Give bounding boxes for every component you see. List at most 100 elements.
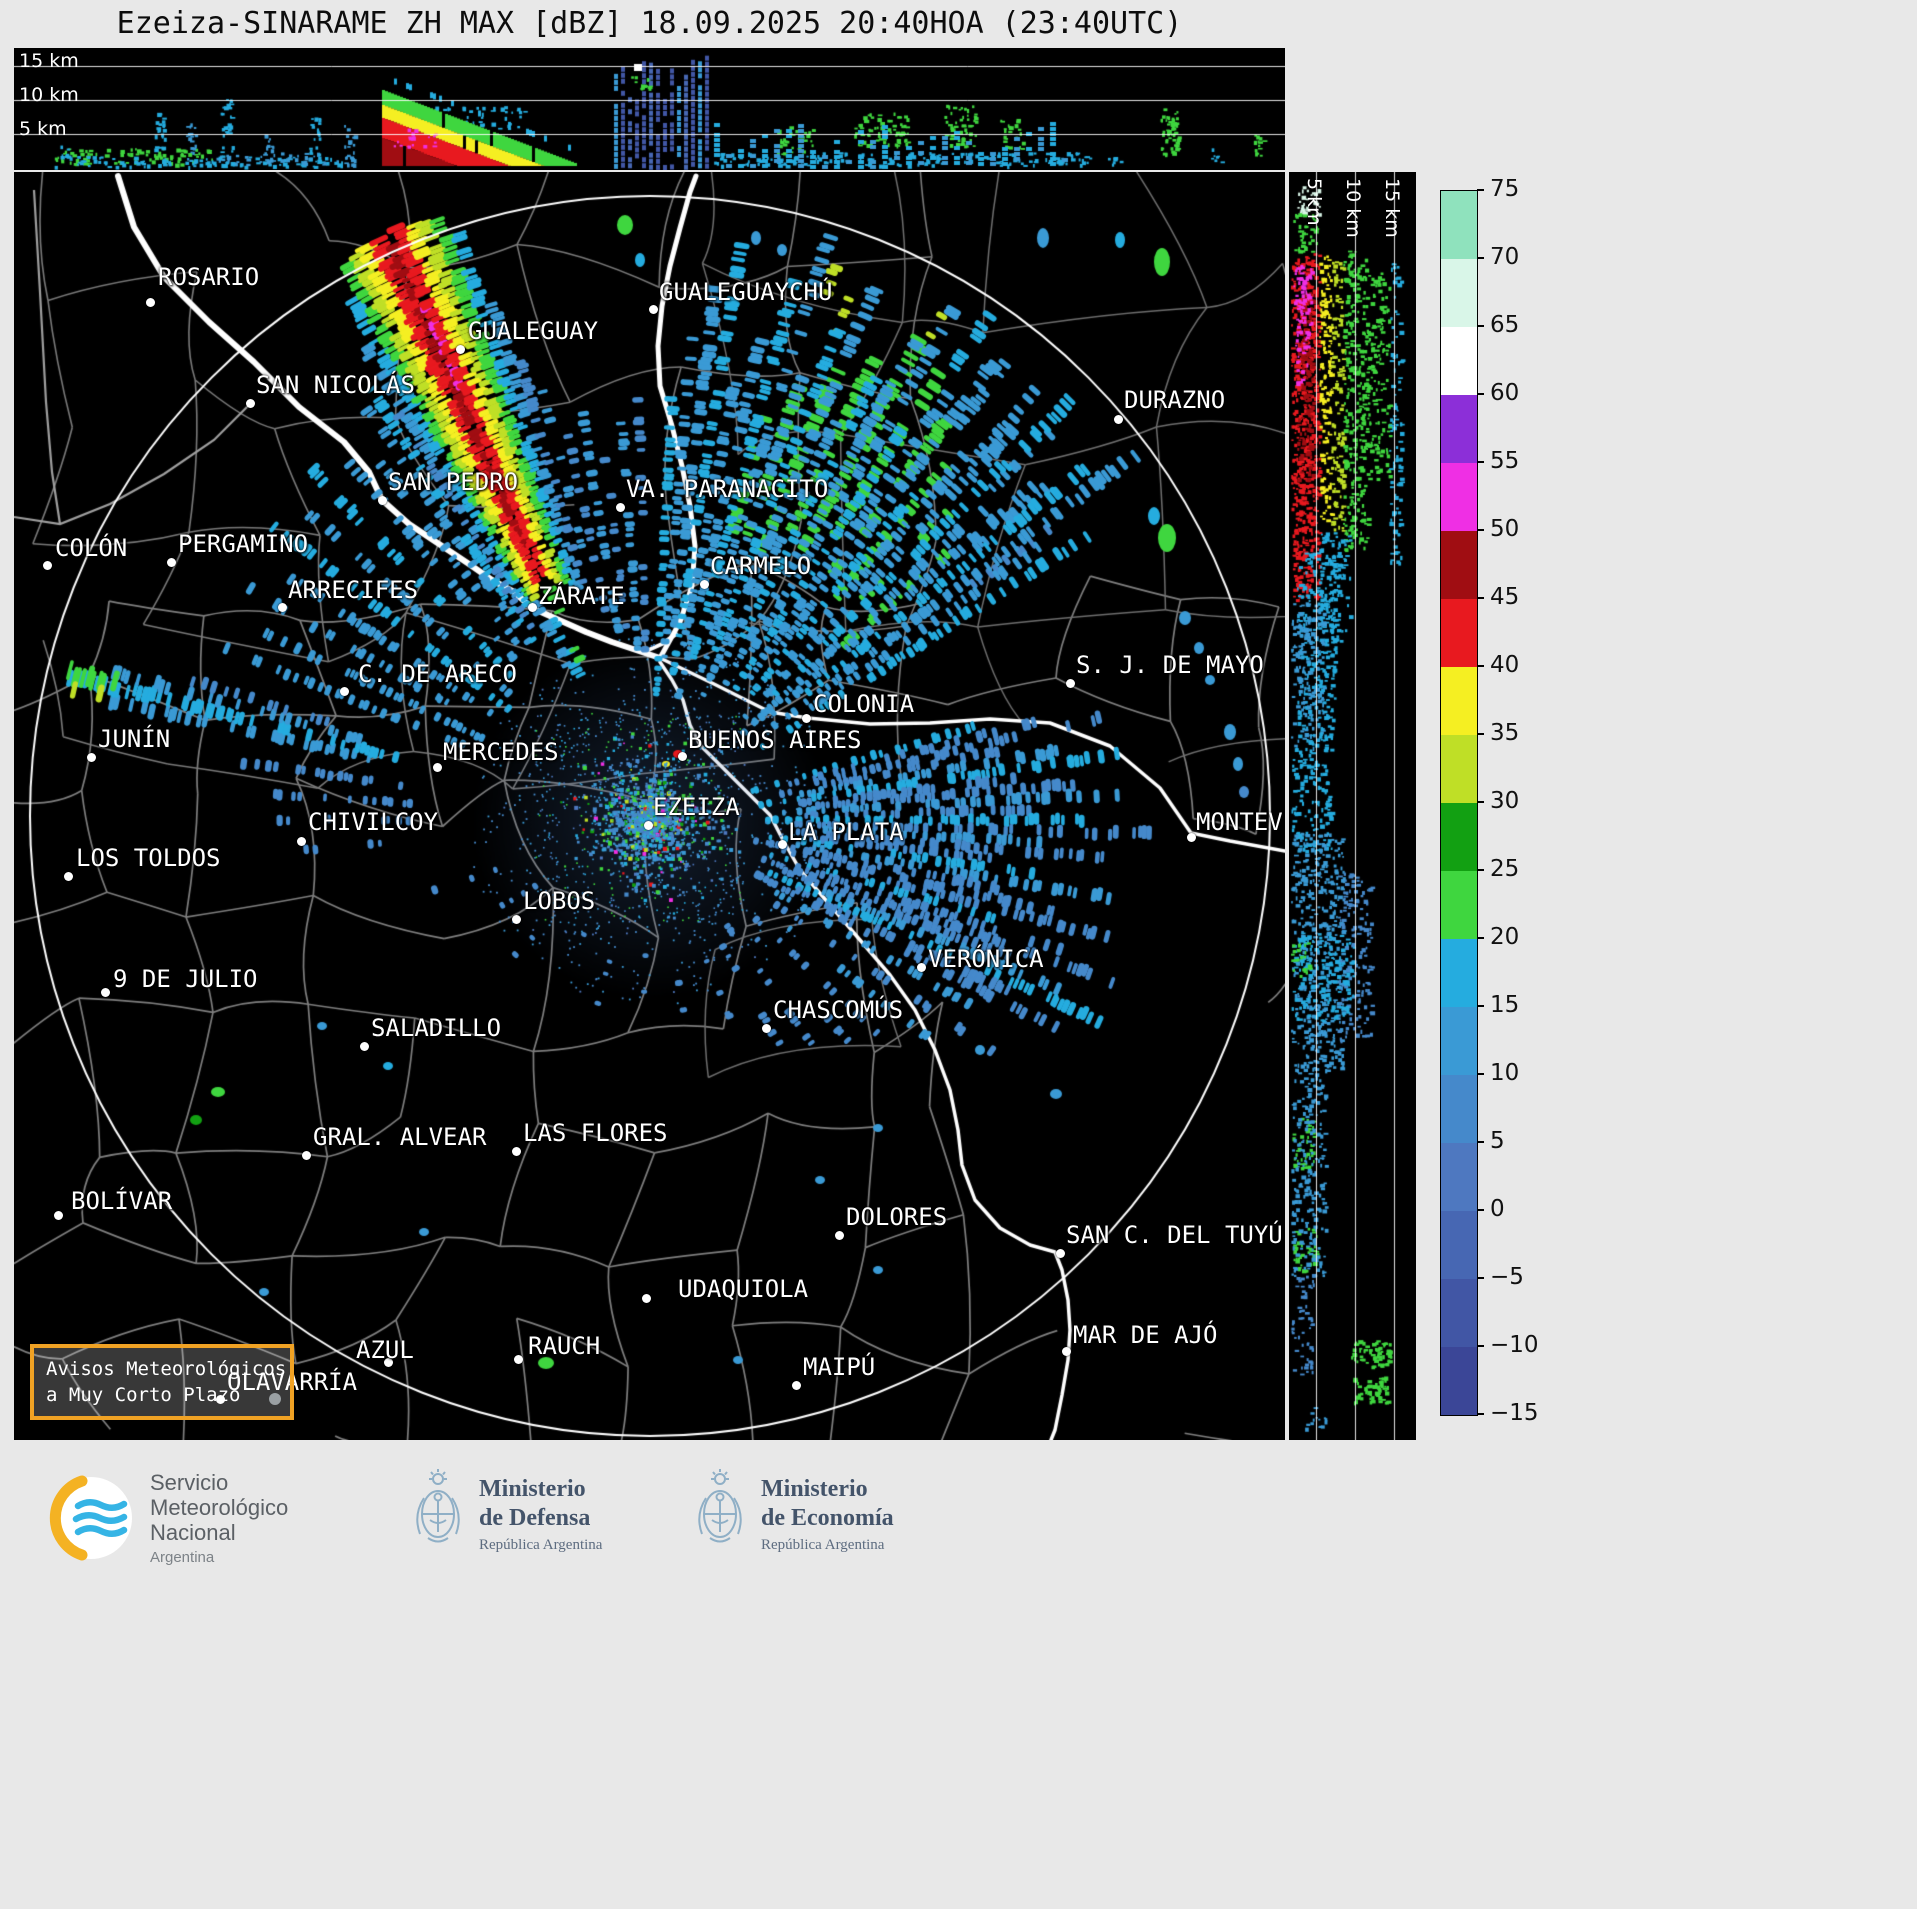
city-marker [360,1042,369,1051]
city-marker [642,1294,651,1303]
smn-logo-icon [49,1475,132,1561]
city-label: MONTEVIDEO [1196,808,1285,836]
city-marker [1114,415,1123,424]
city-marker [54,1211,63,1220]
defensa-brand: Ministerio de Defensa República Argentin… [413,1468,602,1560]
city-marker [700,580,709,589]
city-marker [644,821,653,830]
defensa-coat-of-arms-icon [416,1469,460,1543]
colorbar-tick-mark [1477,325,1484,327]
colorbar-segment [1441,938,1477,1007]
city-marker [146,298,155,307]
city-marker [1056,1249,1065,1258]
colorbar-tick-label: 35 [1490,720,1520,746]
colorbar-tick-label: 10 [1490,1060,1520,1086]
colorbar-tick-mark [1477,733,1484,735]
city-label: MERCEDES [443,738,559,766]
colorbar-segment [1441,870,1477,939]
city-label: PERGAMINO [178,530,309,558]
alert-box[interactable]: Avisos Meteorológicos a Muy Corto Plazo [30,1344,294,1420]
colorbar-segment [1441,530,1477,599]
city-marker [87,753,96,762]
colorbar-tick-label: 20 [1490,924,1520,950]
colorbar-tick-mark [1477,461,1484,463]
colorbar-segment [1441,326,1477,395]
city-label: GRAL. ALVEAR [313,1123,487,1151]
city-marker [514,1355,523,1364]
city-label: DOLORES [846,1203,948,1231]
defensa-name-line1: Ministerio [479,1475,586,1502]
colorbar-tick-label: −15 [1490,1400,1539,1426]
colorbar-tick-label: 40 [1490,652,1520,678]
city-label: ROSARIO [158,263,260,291]
colorbar-tick-mark [1477,1005,1484,1007]
top-profile-10km-label: 10 km [19,84,79,106]
colorbar [1440,190,1478,1416]
colorbar-segment [1441,258,1477,327]
economia-brand: Ministerio de Economía República Argenti… [695,1468,894,1560]
city-marker [216,1395,225,1404]
colorbar-tick-label: 75 [1490,176,1520,202]
city-marker [246,399,255,408]
colorbar-tick-mark [1477,1209,1484,1211]
city-marker [512,915,521,924]
city-marker [802,714,811,723]
colorbar-segment [1441,394,1477,463]
colorbar-tick-label: 0 [1490,1196,1505,1222]
city-marker [378,496,387,505]
colorbar-segment [1441,598,1477,667]
colorbar-tick-label: −10 [1490,1332,1539,1358]
city-marker [792,1381,801,1390]
city-marker [456,345,465,354]
colorbar-tick-mark [1477,1413,1484,1415]
city-label: JUNÍN [98,725,171,753]
city-label: COLÓN [55,534,128,562]
colorbar-tick-mark [1477,393,1484,395]
smn-country: Argentina [150,1549,215,1566]
alert-line1: Avisos Meteorológicos [46,1358,287,1380]
city-label: LOBOS [523,887,596,915]
right-profile-10km-label: 10 km [1342,178,1364,238]
colorbar-segment [1441,802,1477,871]
colorbar-tick-label: −5 [1490,1264,1524,1290]
colorbar-segment [1441,1278,1477,1347]
colorbar-tick-mark [1477,937,1484,939]
colorbar-tick-mark [1477,1141,1484,1143]
city-label: GUALEGUAYCHÚ [659,278,833,306]
right-profile-15km-label: 15 km [1381,178,1403,238]
colorbar-segment [1441,666,1477,735]
city-marker [297,837,306,846]
city-marker [1187,833,1196,842]
colorbar-tick-label: 25 [1490,856,1520,882]
city-marker [433,763,442,772]
city-label: DURAZNO [1124,386,1226,414]
colorbar-tick-mark [1477,869,1484,871]
city-marker [778,840,787,849]
top-cross-section-panel: 15 km 10 km 5 km [14,48,1285,170]
city-marker [340,687,349,696]
city-label: LAS FLORES [523,1119,668,1147]
colorbar-ticks: 75 70 65 60 55 50 45 40 35 30 25 20 15 10 5 0 −5 −10 −15 [1440,176,1560,1426]
city-label: RAUCH [528,1332,601,1360]
right-profile-5km-label: 5 km [1303,178,1325,226]
radar-map-panel: ROSARIO GUALEGUAYCHÚ GUALEGUAY SAN NICOLÁS D… [14,172,1285,1440]
top-profile-5km-label: 5 km [19,118,67,140]
city-marker [917,963,926,972]
colorbar-tick-mark [1477,801,1484,803]
city-marker [384,1358,393,1367]
colorbar-segment [1441,1142,1477,1211]
city-marker [302,1151,311,1160]
colorbar-tick-mark [1477,1277,1484,1279]
city-label: SAN C. DEL TUYÚ [1066,1221,1283,1249]
city-label: BUENOS AIRES [688,726,862,754]
colorbar-tick-label: 45 [1490,584,1520,610]
colorbar-tick-mark [1477,1345,1484,1347]
city-label: MAR DE AJÓ [1073,1321,1218,1349]
right-cross-section-canvas [1289,172,1416,1440]
colorbar-tick-label: 70 [1490,244,1520,270]
city-label: SAN PEDRO [388,468,519,496]
colorbar-tick-mark [1477,1073,1484,1075]
smn-name-line3: Nacional [150,1520,236,1545]
city-label: CARMELO [710,552,812,580]
colorbar-segment [1441,462,1477,531]
